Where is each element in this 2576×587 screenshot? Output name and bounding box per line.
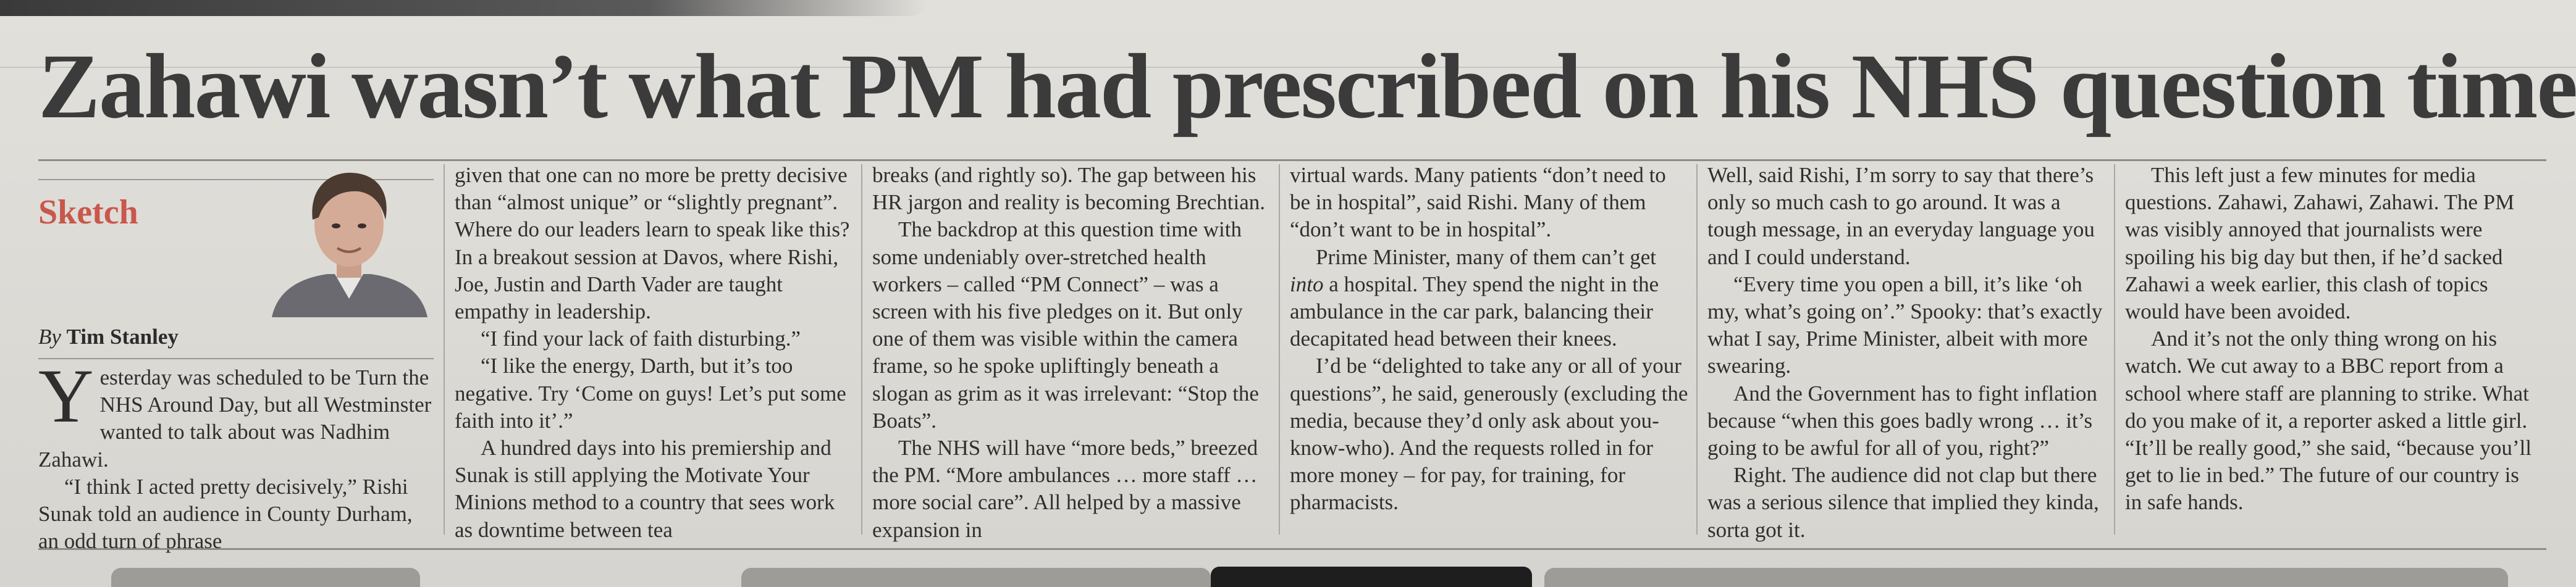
paragraph: And the Government has to fight inflatio… [1707,381,2098,460]
paragraph: I’d be “delighted to take any or all of … [1290,354,1688,515]
portrait-eye-right [358,223,366,228]
portrait-hair [312,172,387,220]
next-article-fragment [1544,568,2508,587]
column-divider [861,164,862,535]
headline: Zahawi wasn’t what PM had prescribed on … [38,35,2576,138]
next-article-fragment [1211,567,1532,587]
paragraph: breaks (and rightly so). The gap between… [872,163,1265,215]
author-portrait [272,172,427,317]
paragraph: And it’s not the only thing wrong on his… [2125,327,2532,515]
top-edge-shadow [0,0,927,16]
column-divider [1279,164,1280,535]
portrait-eye-left [332,223,340,228]
paragraph: “Every time you open a bill, it’s like ‘… [1707,272,2103,378]
portrait-face [314,183,384,267]
paragraph: “I like the energy, Darth, but it’s too … [455,354,846,433]
paragraph: Right. The audience did not clap but the… [1707,463,2099,542]
paragraph: “I find your lack of faith disturbing.” [481,327,801,351]
article-column-6: This left just a few minutes for media q… [2125,162,2533,517]
byline: By Tim Stanley [38,325,179,349]
portrait-collar [335,274,363,299]
section-label: Sketch [38,193,138,231]
paragraph: Prime Minister, many of them can’t get i… [1290,244,1691,353]
column-divider [2114,164,2115,535]
paragraph-text: a hospital. They spend the night in the … [1290,272,1659,351]
bottom-rule [38,548,2546,550]
article-column-2: given that one can no more be pretty dec… [455,162,856,544]
article-column-3: breaks (and rightly so). The gap between… [872,162,1274,544]
byline-top-rule [38,179,434,180]
author-name: Tim Stanley [66,325,179,349]
paragraph: virtual wards. Many patients “don’t need… [1290,163,1666,242]
article-column-4: virtual wards. Many patients “don’t need… [1290,162,1691,517]
paragraph-text: esterday was scheduled to be Turn the NH… [38,365,432,472]
next-article-fragment [741,568,1211,587]
article-column-5: Well, said Rishi, I’m sorry to say that … [1707,162,2109,544]
paragraph: given that one can no more be pretty dec… [455,163,850,324]
column-divider [444,164,445,535]
paragraph: “I think I acted pretty decisively,” Ris… [38,474,413,554]
top-rule [38,159,2546,161]
column-divider [1696,164,1698,535]
paragraph-text: Prime Minister, many of them can’t get [1316,244,1657,269]
portrait-mouth [336,247,362,253]
byline-bottom-rule [38,358,434,359]
fold-line [0,67,2576,68]
paragraph: A hundred days into his premiership and … [455,436,835,542]
drop-cap: Y [38,354,94,438]
paragraph: Well, said Rishi, I’m sorry to say that … [1707,163,2095,269]
paragraph: This left just a few minutes for media q… [2125,163,2515,324]
paragraph: The backdrop at this question time with … [872,217,1259,433]
emphasis: into [1290,272,1324,296]
next-article-fragment [111,568,420,587]
paragraph: The NHS will have “more beds,” breezed t… [872,436,1258,542]
byline-prefix: By [38,325,61,349]
